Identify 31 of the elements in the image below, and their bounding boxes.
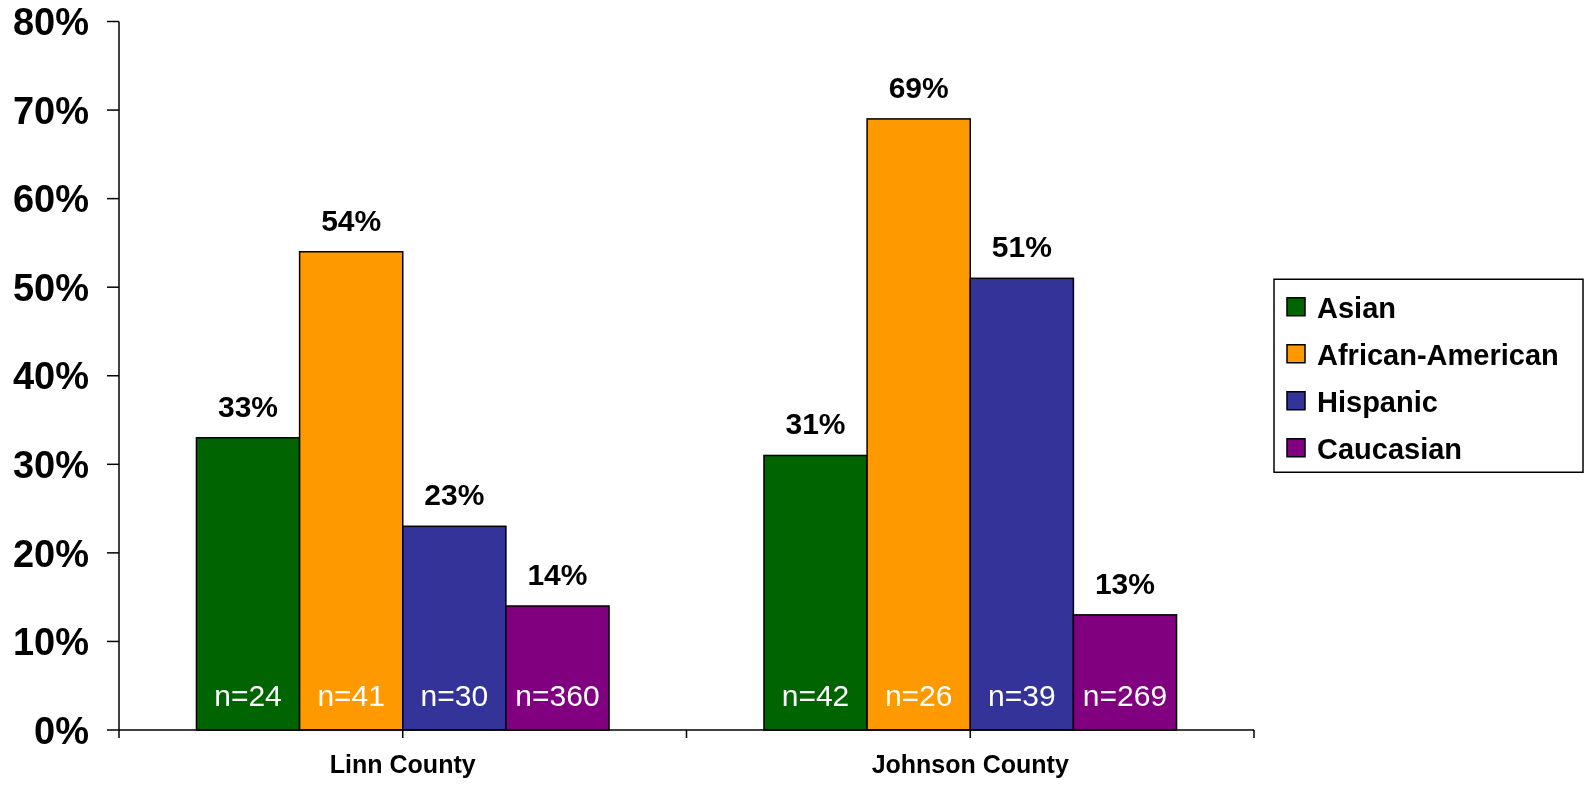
annotation: n=41 [317,679,385,712]
annotation: n=26 [884,679,953,712]
y-tick-label: 50% [12,266,89,309]
x-tick-label: Johnson County [871,750,1069,778]
legend-label: Caucasian [1317,432,1463,465]
annotation: n=30 [420,679,489,712]
data-label: 33% [218,389,279,423]
x-tick-label: Linn County [329,750,476,778]
y-tick-label: 30% [12,443,89,486]
annotation: n=42 [781,679,850,712]
legend-label: Hispanic [1317,385,1438,418]
y-tick-label: 10% [12,621,89,664]
legend-label: African-American [1317,338,1559,371]
data-label: 23% [424,478,485,512]
annotation: n=39 [988,679,1056,712]
y-tick-label: 40% [12,355,89,398]
data-label: 31% [785,407,846,441]
annotation: n=24 [214,679,282,712]
data-label: 13% [1094,566,1155,600]
annotation: n=360 [515,679,600,712]
data-label: 54% [321,203,382,237]
data-label: 69% [888,70,949,104]
data-label: 14% [527,558,588,592]
y-tick-label: 0% [34,709,89,752]
y-tick-label: 80% [12,1,89,44]
y-tick-label: 70% [12,89,89,132]
data-label: 51% [991,230,1052,264]
y-tick-label: 20% [12,532,89,575]
y-tick-label: 60% [12,178,89,221]
annotation: n=269 [1082,679,1168,712]
legend-label: Asian [1317,291,1396,324]
